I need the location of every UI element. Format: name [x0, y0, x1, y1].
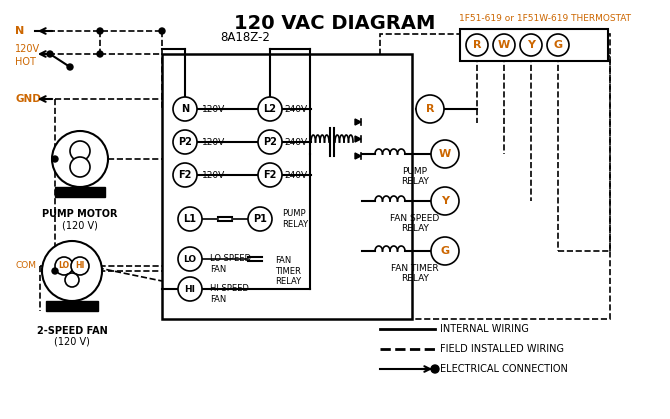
Circle shape — [65, 273, 79, 287]
Text: GND: GND — [15, 94, 41, 104]
Text: 120V: 120V — [202, 171, 225, 179]
Text: 2-SPEED FAN: 2-SPEED FAN — [37, 326, 107, 336]
Text: (120 V): (120 V) — [62, 220, 98, 230]
Text: LO: LO — [58, 261, 70, 271]
Circle shape — [178, 247, 202, 271]
Text: P2: P2 — [263, 137, 277, 147]
Circle shape — [258, 97, 282, 121]
Circle shape — [67, 64, 73, 70]
Text: 240V: 240V — [284, 137, 307, 147]
FancyBboxPatch shape — [460, 29, 608, 61]
Circle shape — [173, 97, 197, 121]
Text: 240V: 240V — [284, 171, 307, 179]
Circle shape — [431, 237, 459, 265]
Text: HOT: HOT — [15, 57, 36, 67]
Text: COM: COM — [16, 261, 37, 271]
Text: (120 V): (120 V) — [54, 337, 90, 347]
Circle shape — [173, 163, 197, 187]
Circle shape — [178, 207, 202, 231]
Text: FAN
TIMER
RELAY: FAN TIMER RELAY — [275, 256, 301, 286]
Polygon shape — [355, 153, 361, 159]
Circle shape — [416, 95, 444, 123]
Text: R: R — [425, 104, 434, 114]
Text: N: N — [15, 26, 24, 36]
Text: 240V: 240V — [284, 104, 307, 114]
Circle shape — [159, 28, 165, 34]
Circle shape — [52, 268, 58, 274]
Text: PUMP MOTOR: PUMP MOTOR — [42, 209, 118, 219]
Polygon shape — [355, 119, 361, 125]
Text: G: G — [553, 40, 563, 50]
Text: Y: Y — [527, 40, 535, 50]
Text: 120V: 120V — [202, 137, 225, 147]
Circle shape — [178, 277, 202, 301]
Text: HI: HI — [184, 285, 196, 293]
Text: W: W — [498, 40, 510, 50]
Circle shape — [431, 140, 459, 168]
Text: INTERNAL WIRING: INTERNAL WIRING — [440, 324, 529, 334]
Circle shape — [97, 51, 103, 57]
Circle shape — [520, 34, 542, 56]
Text: N: N — [181, 104, 189, 114]
FancyBboxPatch shape — [162, 54, 412, 319]
Circle shape — [47, 51, 53, 57]
Text: LO SPEED
FAN: LO SPEED FAN — [210, 254, 251, 274]
Text: P1: P1 — [253, 214, 267, 224]
Circle shape — [97, 28, 103, 34]
Circle shape — [258, 130, 282, 154]
Text: HI SPEED
FAN: HI SPEED FAN — [210, 285, 249, 304]
Circle shape — [466, 34, 488, 56]
Text: F2: F2 — [263, 170, 277, 180]
Text: HI: HI — [75, 261, 84, 271]
Text: PUMP
RELAY: PUMP RELAY — [401, 167, 429, 186]
Circle shape — [258, 163, 282, 187]
Text: G: G — [440, 246, 450, 256]
Circle shape — [431, 187, 459, 215]
Circle shape — [173, 130, 197, 154]
Circle shape — [70, 141, 90, 161]
Text: FAN TIMER
RELAY: FAN TIMER RELAY — [391, 264, 439, 283]
Circle shape — [70, 157, 90, 177]
Bar — [46, 301, 98, 311]
Text: LO: LO — [184, 254, 196, 264]
Circle shape — [431, 365, 439, 373]
Text: FIELD INSTALLED WIRING: FIELD INSTALLED WIRING — [440, 344, 564, 354]
Text: F2: F2 — [178, 170, 192, 180]
Circle shape — [547, 34, 569, 56]
Text: Y: Y — [441, 196, 449, 206]
Circle shape — [52, 131, 108, 187]
Text: L1: L1 — [184, 214, 196, 224]
Circle shape — [55, 257, 73, 275]
Circle shape — [248, 207, 272, 231]
Bar — [55, 187, 105, 197]
Text: R: R — [473, 40, 481, 50]
Text: PUMP
RELAY: PUMP RELAY — [282, 210, 308, 229]
Text: ELECTRICAL CONNECTION: ELECTRICAL CONNECTION — [440, 364, 568, 374]
Circle shape — [52, 156, 58, 162]
Text: FAN SPEED
RELAY: FAN SPEED RELAY — [391, 214, 440, 233]
Circle shape — [42, 241, 102, 301]
Text: P2: P2 — [178, 137, 192, 147]
Text: 8A18Z-2: 8A18Z-2 — [220, 31, 270, 44]
Polygon shape — [355, 136, 361, 142]
Text: 120V: 120V — [202, 104, 225, 114]
Text: 120V: 120V — [15, 44, 40, 54]
Text: 1F51-619 or 1F51W-619 THERMOSTAT: 1F51-619 or 1F51W-619 THERMOSTAT — [459, 14, 631, 23]
Text: W: W — [439, 149, 451, 159]
Circle shape — [71, 257, 89, 275]
Text: 120 VAC DIAGRAM: 120 VAC DIAGRAM — [234, 14, 436, 33]
Circle shape — [493, 34, 515, 56]
Text: L2: L2 — [263, 104, 277, 114]
